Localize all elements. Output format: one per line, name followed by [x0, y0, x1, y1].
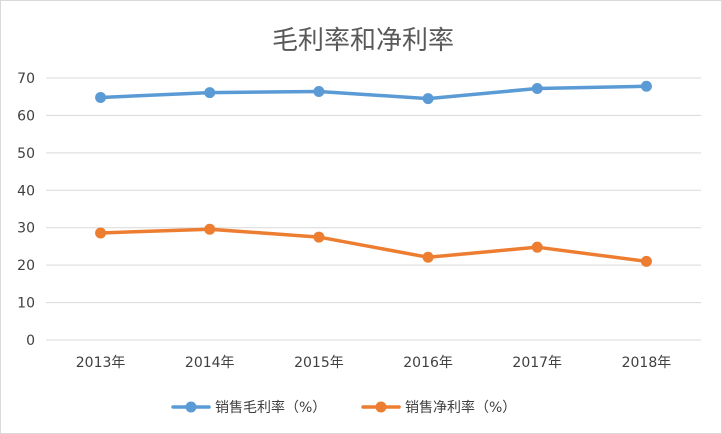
legend-label: 销售毛利率（%）	[215, 399, 326, 416]
y-axis-ticks: 0 10 20 30 40 50 60 70	[17, 71, 35, 349]
data-point	[531, 241, 543, 253]
chart-title: 毛利率和净利率	[272, 26, 454, 56]
legend-marker	[375, 401, 387, 413]
data-point	[422, 93, 434, 105]
y-tick-label: 70	[17, 71, 35, 87]
y-tick-label: 10	[17, 296, 35, 312]
y-tick-label: 20	[17, 258, 35, 274]
x-tick-label: 2016年	[403, 355, 453, 371]
data-point	[95, 227, 107, 239]
series-2	[95, 223, 652, 267]
legend-item-1: 销售毛利率（%）	[171, 399, 326, 416]
data-point	[640, 255, 652, 267]
x-axis-ticks: 2013年 2014年 2015年 2016年 2017年 2018年	[76, 355, 671, 371]
series-line	[98, 227, 649, 264]
x-tick-label: 2017年	[512, 355, 562, 371]
data-point	[640, 80, 652, 92]
data-point	[531, 82, 543, 94]
x-tick-label: 2013年	[76, 355, 126, 371]
legend: 销售毛利率（%） 销售净利率（%）	[171, 399, 516, 416]
legend-item-2: 销售净利率（%）	[361, 399, 516, 416]
x-tick-label: 2015年	[294, 355, 344, 371]
gridlines	[46, 77, 701, 341]
data-point	[204, 87, 216, 99]
y-tick-label: 60	[17, 108, 35, 124]
x-tick-label: 2018年	[622, 355, 672, 371]
series-line	[98, 84, 649, 101]
legend-marker	[185, 401, 197, 413]
y-tick-label: 40	[17, 183, 35, 199]
y-tick-label: 0	[26, 333, 35, 349]
legend-label: 销售净利率（%）	[405, 399, 516, 416]
data-point	[204, 223, 216, 235]
y-tick-label: 50	[17, 146, 35, 162]
data-point	[422, 251, 434, 263]
series-lines	[95, 80, 652, 267]
data-point	[95, 91, 107, 103]
data-point	[313, 231, 325, 243]
y-tick-label: 30	[17, 221, 35, 237]
series-1	[95, 80, 652, 105]
x-tick-label: 2014年	[185, 355, 235, 371]
data-point	[313, 85, 325, 97]
